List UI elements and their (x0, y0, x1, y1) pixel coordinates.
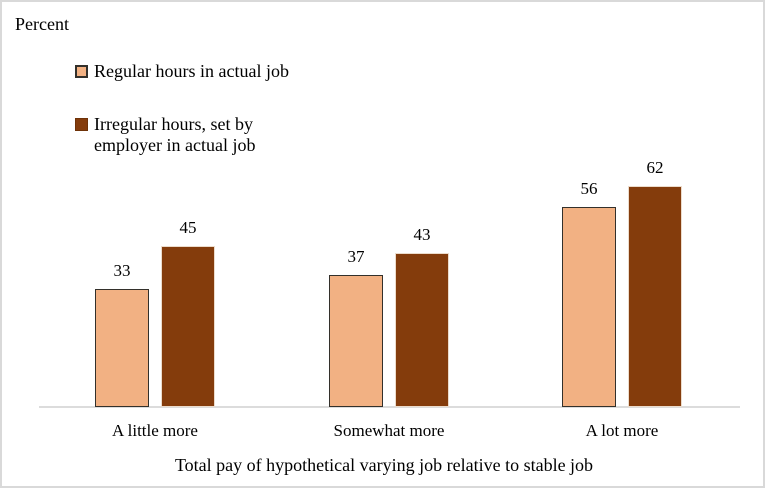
bar-irregular-hours (395, 253, 449, 407)
y-axis-title: Percent (15, 14, 69, 34)
legend-label: Irregular hours, set by employer in actua… (94, 114, 255, 156)
legend-swatch-icon (75, 118, 88, 131)
legend: Regular hours in actual job Irregular hou… (75, 61, 289, 188)
bar-regular-hours (95, 289, 149, 407)
value-label: 45 (179, 218, 197, 237)
value-label: 37 (347, 247, 365, 266)
x-axis-line (39, 406, 740, 408)
bar-irregular-hours (628, 186, 682, 407)
bar-regular-hours (562, 207, 616, 407)
legend-label-line: employer in actual job (94, 135, 256, 155)
legend-label-line: Irregular hours, set by (94, 114, 253, 134)
bar-regular-hours (329, 275, 383, 407)
legend-item: Irregular hours, set by employer in actua… (75, 114, 289, 156)
category-label: Somewhat more (333, 421, 445, 440)
category-label: A lot more (585, 421, 659, 440)
legend-label-line: Regular hours in actual job (94, 61, 289, 81)
legend-item: Regular hours in actual job (75, 61, 289, 82)
legend-label: Regular hours in actual job (94, 61, 289, 82)
bar-irregular-hours (161, 246, 215, 407)
category-label: A little more (112, 421, 198, 440)
value-label: 62 (646, 158, 664, 177)
x-axis-title: Total pay of hypothetical varying job re… (174, 455, 594, 475)
value-label: 56 (580, 179, 598, 198)
value-label: 33 (113, 261, 131, 280)
legend-swatch-icon (75, 65, 88, 78)
value-label: 43 (413, 225, 431, 244)
